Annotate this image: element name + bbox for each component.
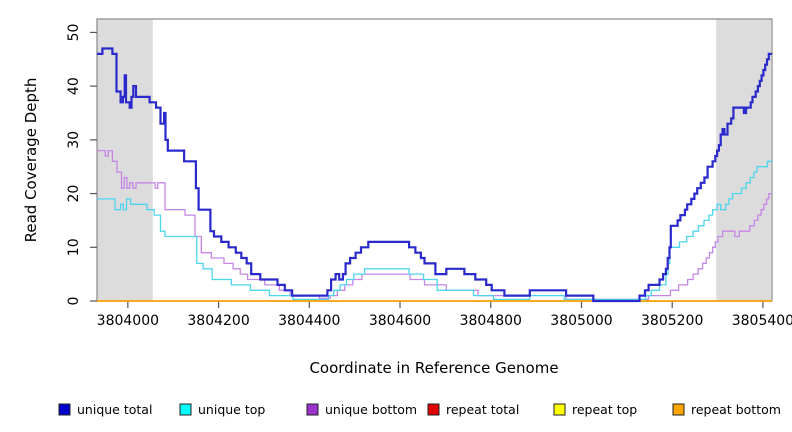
- y-tick-label: 50: [66, 24, 82, 42]
- legend: unique total unique top unique bottom repea…: [58, 402, 781, 417]
- series-line-unique-bottom: [97, 149, 772, 301]
- legend-label-repeat-top: repeat top: [572, 402, 637, 417]
- x-tick-label: 3804600: [369, 313, 431, 329]
- y-tick-label: 10: [66, 238, 82, 256]
- x-tick-label: 3805200: [641, 313, 703, 329]
- legend-swatch-repeat-top: [553, 403, 566, 416]
- x-tick-label: 3804000: [97, 313, 159, 329]
- legend-swatch-repeat-total: [427, 403, 440, 416]
- shaded-region: [97, 19, 153, 301]
- legend-label-repeat-total: repeat total: [446, 402, 519, 417]
- plot-border: [96, 18, 773, 302]
- shaded-bands: [97, 19, 772, 301]
- y-axis-title: Read Coverage Depth: [22, 78, 40, 243]
- axes: 3804000 3804200 3804400 3804600 3804800 38050…: [66, 18, 792, 329]
- legend-swatch-repeat-bottom: [672, 403, 685, 416]
- legend-swatch-unique-total: [58, 403, 71, 416]
- legend-label-unique-bottom: unique bottom: [325, 402, 417, 417]
- series-lines: [97, 47, 772, 303]
- x-tick-label: 3805400: [732, 313, 792, 329]
- x-tick-label: 3804400: [278, 313, 340, 329]
- x-axis-title: Coordinate in Reference Genome: [309, 359, 558, 377]
- y-tick-label: 20: [66, 185, 82, 203]
- y-tick-label: 30: [66, 131, 82, 149]
- legend-label-repeat-bottom: repeat bottom: [691, 402, 781, 417]
- x-tick-label: 3805000: [550, 313, 612, 329]
- series-line-unique-total: [97, 47, 772, 303]
- x-tick-label: 3804200: [187, 313, 249, 329]
- legend-label-unique-total: unique total: [77, 402, 152, 417]
- series-line-unique-top: [97, 160, 772, 301]
- legend-swatch-unique-bottom: [306, 403, 319, 416]
- legend-label-unique-top: unique top: [198, 402, 265, 417]
- y-tick-label: 40: [66, 77, 82, 95]
- legend-swatch-unique-top: [179, 403, 192, 416]
- y-tick-label: 0: [66, 297, 82, 306]
- x-tick-label: 3804800: [460, 313, 522, 329]
- shaded-region: [716, 19, 772, 301]
